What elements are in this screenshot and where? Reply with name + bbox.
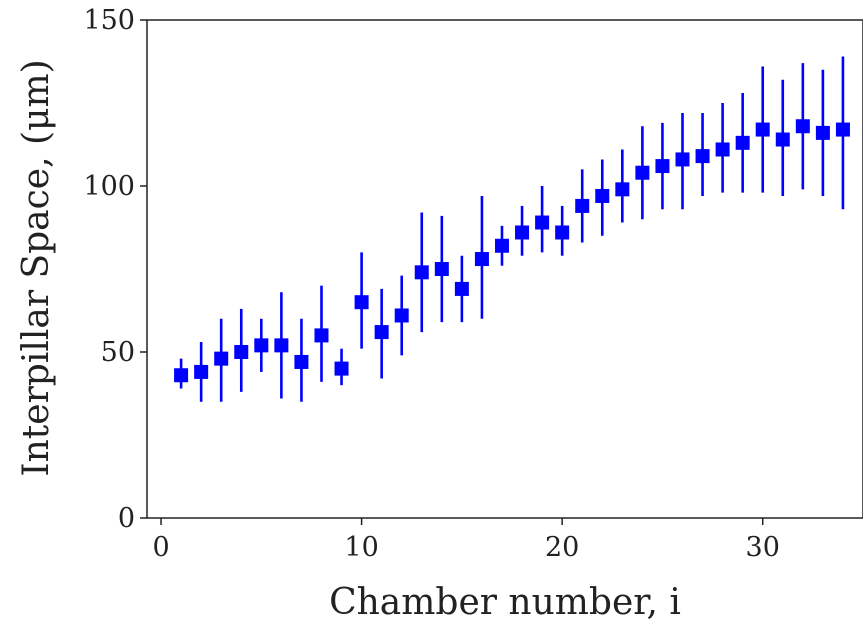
data-point <box>374 325 389 340</box>
data-point <box>515 225 530 240</box>
y-tick-label: 50 <box>101 337 135 368</box>
x-tick-label: 10 <box>344 532 378 563</box>
data-point <box>314 328 329 343</box>
x-axis-label: Chamber number, i <box>329 582 681 623</box>
data-point <box>294 354 309 369</box>
data-point <box>535 215 550 230</box>
data-point <box>394 308 409 323</box>
data-point <box>675 152 690 167</box>
data-point <box>735 135 750 150</box>
data-point <box>454 281 469 296</box>
data-point <box>795 119 810 134</box>
data-markers <box>174 119 850 383</box>
data-point <box>695 149 710 164</box>
data-point <box>214 351 229 366</box>
y-tick-label: 100 <box>83 171 135 202</box>
x-axis-ticks: 0 10 20 30 <box>152 518 780 563</box>
data-point <box>234 345 249 359</box>
data-point <box>775 132 790 147</box>
data-point <box>815 125 830 140</box>
data-point <box>474 252 489 267</box>
y-tick-label: 150 <box>83 5 135 36</box>
data-point <box>615 182 630 197</box>
data-point <box>194 364 209 379</box>
data-point <box>835 122 850 137</box>
data-point <box>434 262 449 276</box>
data-point <box>494 238 509 253</box>
data-point <box>655 159 670 174</box>
plot-area <box>146 19 863 519</box>
data-point <box>354 295 369 310</box>
data-point <box>575 198 590 213</box>
data-point <box>595 188 610 203</box>
data-point <box>274 338 289 353</box>
y-axis-label: Interpillar Space, (μm) <box>16 59 57 476</box>
data-point <box>414 265 429 280</box>
data-point <box>755 122 770 137</box>
y-tick-label: 0 <box>118 503 135 534</box>
data-point <box>715 142 730 157</box>
data-point <box>174 368 189 383</box>
x-tick-label: 30 <box>746 532 780 563</box>
y-axis-ticks: 0 50 100 150 <box>83 5 147 534</box>
data-point <box>635 165 650 180</box>
data-point <box>555 225 570 240</box>
x-tick-label: 0 <box>152 532 169 563</box>
data-point <box>254 338 269 353</box>
x-tick-label: 20 <box>545 532 579 563</box>
data-point <box>334 361 349 376</box>
